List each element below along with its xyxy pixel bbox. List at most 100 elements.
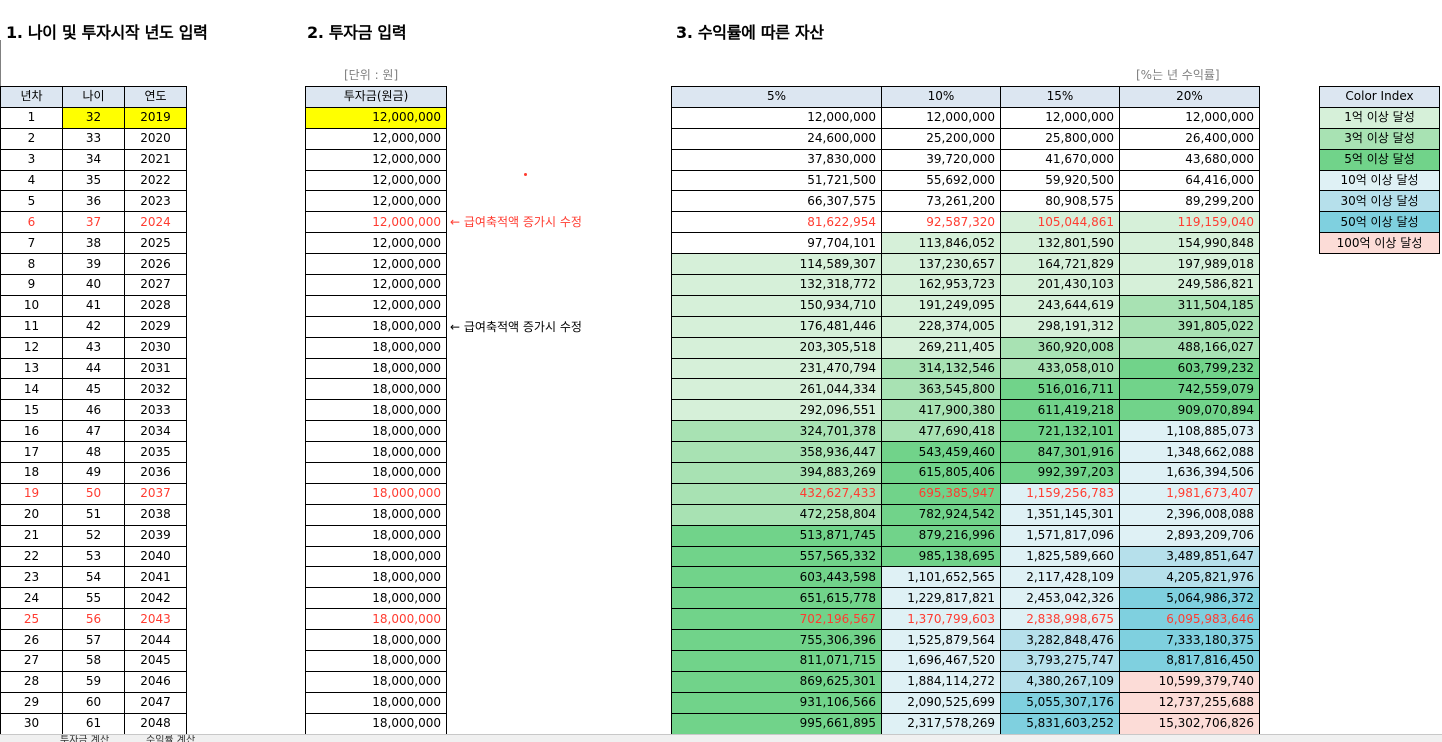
age-cell[interactable]: 45 bbox=[62, 378, 125, 401]
asset-value-cell[interactable]: 755,306,396 bbox=[671, 629, 882, 652]
year-count-cell[interactable]: 8 bbox=[0, 253, 63, 276]
year-cell[interactable]: 2021 bbox=[124, 148, 187, 171]
asset-value-cell[interactable]: 324,701,378 bbox=[671, 420, 882, 443]
asset-value-cell[interactable]: 261,044,334 bbox=[671, 378, 882, 401]
asset-value-cell[interactable]: 269,211,405 bbox=[881, 336, 1001, 359]
year-cell[interactable]: 2025 bbox=[124, 232, 187, 255]
year-count-cell[interactable]: 14 bbox=[0, 378, 63, 401]
asset-value-cell[interactable]: 1,370,799,603 bbox=[881, 608, 1001, 631]
asset-value-cell[interactable]: 358,936,447 bbox=[671, 441, 882, 464]
color-index-item[interactable]: 50억 이상 달성 bbox=[1319, 211, 1440, 234]
header-rate-20[interactable]: 20% bbox=[1119, 86, 1260, 108]
asset-value-cell[interactable]: 162,953,723 bbox=[881, 274, 1001, 296]
asset-value-cell[interactable]: 137,230,657 bbox=[881, 253, 1001, 276]
age-cell[interactable]: 49 bbox=[62, 462, 125, 484]
asset-value-cell[interactable]: 1,636,394,506 bbox=[1119, 462, 1260, 484]
asset-value-cell[interactable]: 4,380,267,109 bbox=[1000, 670, 1120, 693]
asset-value-cell[interactable]: 702,196,567 bbox=[671, 608, 882, 631]
asset-value-cell[interactable]: 782,924,542 bbox=[881, 503, 1001, 526]
age-cell[interactable]: 53 bbox=[62, 545, 125, 568]
asset-value-cell[interactable]: 15,302,706,826 bbox=[1119, 712, 1260, 735]
asset-value-cell[interactable]: 113,846,052 bbox=[881, 232, 1001, 255]
age-cell[interactable]: 50 bbox=[62, 482, 125, 505]
year-cell[interactable]: 2041 bbox=[124, 566, 187, 589]
asset-value-cell[interactable]: 191,249,095 bbox=[881, 294, 1001, 317]
year-count-cell[interactable]: 30 bbox=[0, 712, 63, 735]
year-count-cell[interactable]: 1 bbox=[0, 106, 63, 129]
asset-value-cell[interactable]: 5,064,986,372 bbox=[1119, 587, 1260, 610]
asset-value-cell[interactable]: 869,625,301 bbox=[671, 670, 882, 693]
year-cell[interactable]: 2036 bbox=[124, 462, 187, 484]
asset-value-cell[interactable]: 472,258,804 bbox=[671, 503, 882, 526]
year-count-cell[interactable]: 18 bbox=[0, 462, 63, 484]
year-cell[interactable]: 2024 bbox=[124, 211, 187, 234]
year-cell[interactable]: 2043 bbox=[124, 608, 187, 631]
asset-value-cell[interactable]: 132,801,590 bbox=[1000, 232, 1120, 255]
principal-cell[interactable]: 18,000,000 bbox=[305, 608, 447, 631]
year-count-cell[interactable]: 3 bbox=[0, 148, 63, 171]
asset-value-cell[interactable]: 363,545,800 bbox=[881, 378, 1001, 401]
age-cell[interactable]: 35 bbox=[62, 169, 125, 192]
asset-value-cell[interactable]: 5,831,603,252 bbox=[1000, 712, 1120, 735]
age-cell[interactable]: 52 bbox=[62, 524, 125, 547]
age-cell[interactable]: 61 bbox=[62, 712, 125, 735]
asset-value-cell[interactable]: 1,696,467,520 bbox=[881, 650, 1001, 672]
asset-value-cell[interactable]: 488,166,027 bbox=[1119, 336, 1260, 359]
asset-value-cell[interactable]: 55,692,000 bbox=[881, 169, 1001, 192]
year-count-cell[interactable]: 13 bbox=[0, 357, 63, 380]
year-count-cell[interactable]: 29 bbox=[0, 691, 63, 714]
asset-value-cell[interactable]: 64,416,000 bbox=[1119, 169, 1260, 192]
asset-value-cell[interactable]: 432,627,433 bbox=[671, 482, 882, 505]
asset-value-cell[interactable]: 985,138,695 bbox=[881, 545, 1001, 568]
color-index-item[interactable]: 30억 이상 달성 bbox=[1319, 190, 1440, 213]
asset-value-cell[interactable]: 1,884,114,272 bbox=[881, 670, 1001, 693]
year-count-cell[interactable]: 10 bbox=[0, 294, 63, 317]
header-age[interactable]: 나이 bbox=[62, 86, 125, 108]
asset-value-cell[interactable]: 1,159,256,783 bbox=[1000, 482, 1120, 505]
principal-cell[interactable]: 18,000,000 bbox=[305, 357, 447, 380]
year-cell[interactable]: 2035 bbox=[124, 441, 187, 464]
year-count-cell[interactable]: 5 bbox=[0, 190, 63, 213]
asset-value-cell[interactable]: 12,000,000 bbox=[1119, 106, 1260, 129]
header-rate-15[interactable]: 15% bbox=[1000, 86, 1120, 108]
year-count-cell[interactable]: 27 bbox=[0, 650, 63, 672]
year-cell[interactable]: 2031 bbox=[124, 357, 187, 380]
principal-cell[interactable]: 18,000,000 bbox=[305, 587, 447, 610]
asset-value-cell[interactable]: 150,934,710 bbox=[671, 294, 882, 317]
asset-value-cell[interactable]: 6,095,983,646 bbox=[1119, 608, 1260, 631]
asset-value-cell[interactable]: 1,101,652,565 bbox=[881, 566, 1001, 589]
asset-value-cell[interactable]: 292,096,551 bbox=[671, 399, 882, 422]
year-count-cell[interactable]: 26 bbox=[0, 629, 63, 652]
asset-value-cell[interactable]: 1,108,885,073 bbox=[1119, 420, 1260, 443]
asset-value-cell[interactable]: 89,299,200 bbox=[1119, 190, 1260, 213]
asset-value-cell[interactable]: 516,016,711 bbox=[1000, 378, 1120, 401]
year-count-cell[interactable]: 16 bbox=[0, 420, 63, 443]
sheet-tab-returns[interactable]: 수익률 계산 bbox=[146, 735, 196, 742]
asset-value-cell[interactable]: 992,397,203 bbox=[1000, 462, 1120, 484]
year-count-cell[interactable]: 22 bbox=[0, 545, 63, 568]
year-cell[interactable]: 2042 bbox=[124, 587, 187, 610]
asset-value-cell[interactable]: 25,800,000 bbox=[1000, 127, 1120, 150]
year-count-cell[interactable]: 6 bbox=[0, 211, 63, 234]
age-cell[interactable]: 48 bbox=[62, 441, 125, 464]
asset-value-cell[interactable]: 92,587,320 bbox=[881, 211, 1001, 234]
principal-cell[interactable]: 12,000,000 bbox=[305, 274, 447, 296]
principal-cell[interactable]: 18,000,000 bbox=[305, 399, 447, 422]
year-cell[interactable]: 2039 bbox=[124, 524, 187, 547]
year-cell[interactable]: 2034 bbox=[124, 420, 187, 443]
header-year[interactable]: 연도 bbox=[124, 86, 187, 108]
asset-value-cell[interactable]: 105,044,861 bbox=[1000, 211, 1120, 234]
age-cell[interactable]: 51 bbox=[62, 503, 125, 526]
year-count-cell[interactable]: 15 bbox=[0, 399, 63, 422]
asset-value-cell[interactable]: 80,908,575 bbox=[1000, 190, 1120, 213]
asset-value-cell[interactable]: 477,690,418 bbox=[881, 420, 1001, 443]
age-cell[interactable]: 57 bbox=[62, 629, 125, 652]
asset-value-cell[interactable]: 2,893,209,706 bbox=[1119, 524, 1260, 547]
principal-cell[interactable]: 12,000,000 bbox=[305, 127, 447, 150]
principal-cell[interactable]: 12,000,000 bbox=[305, 106, 447, 129]
asset-value-cell[interactable]: 26,400,000 bbox=[1119, 127, 1260, 150]
age-cell[interactable]: 56 bbox=[62, 608, 125, 631]
year-count-cell[interactable]: 9 bbox=[0, 274, 63, 296]
age-cell[interactable]: 54 bbox=[62, 566, 125, 589]
principal-cell[interactable]: 18,000,000 bbox=[305, 420, 447, 443]
